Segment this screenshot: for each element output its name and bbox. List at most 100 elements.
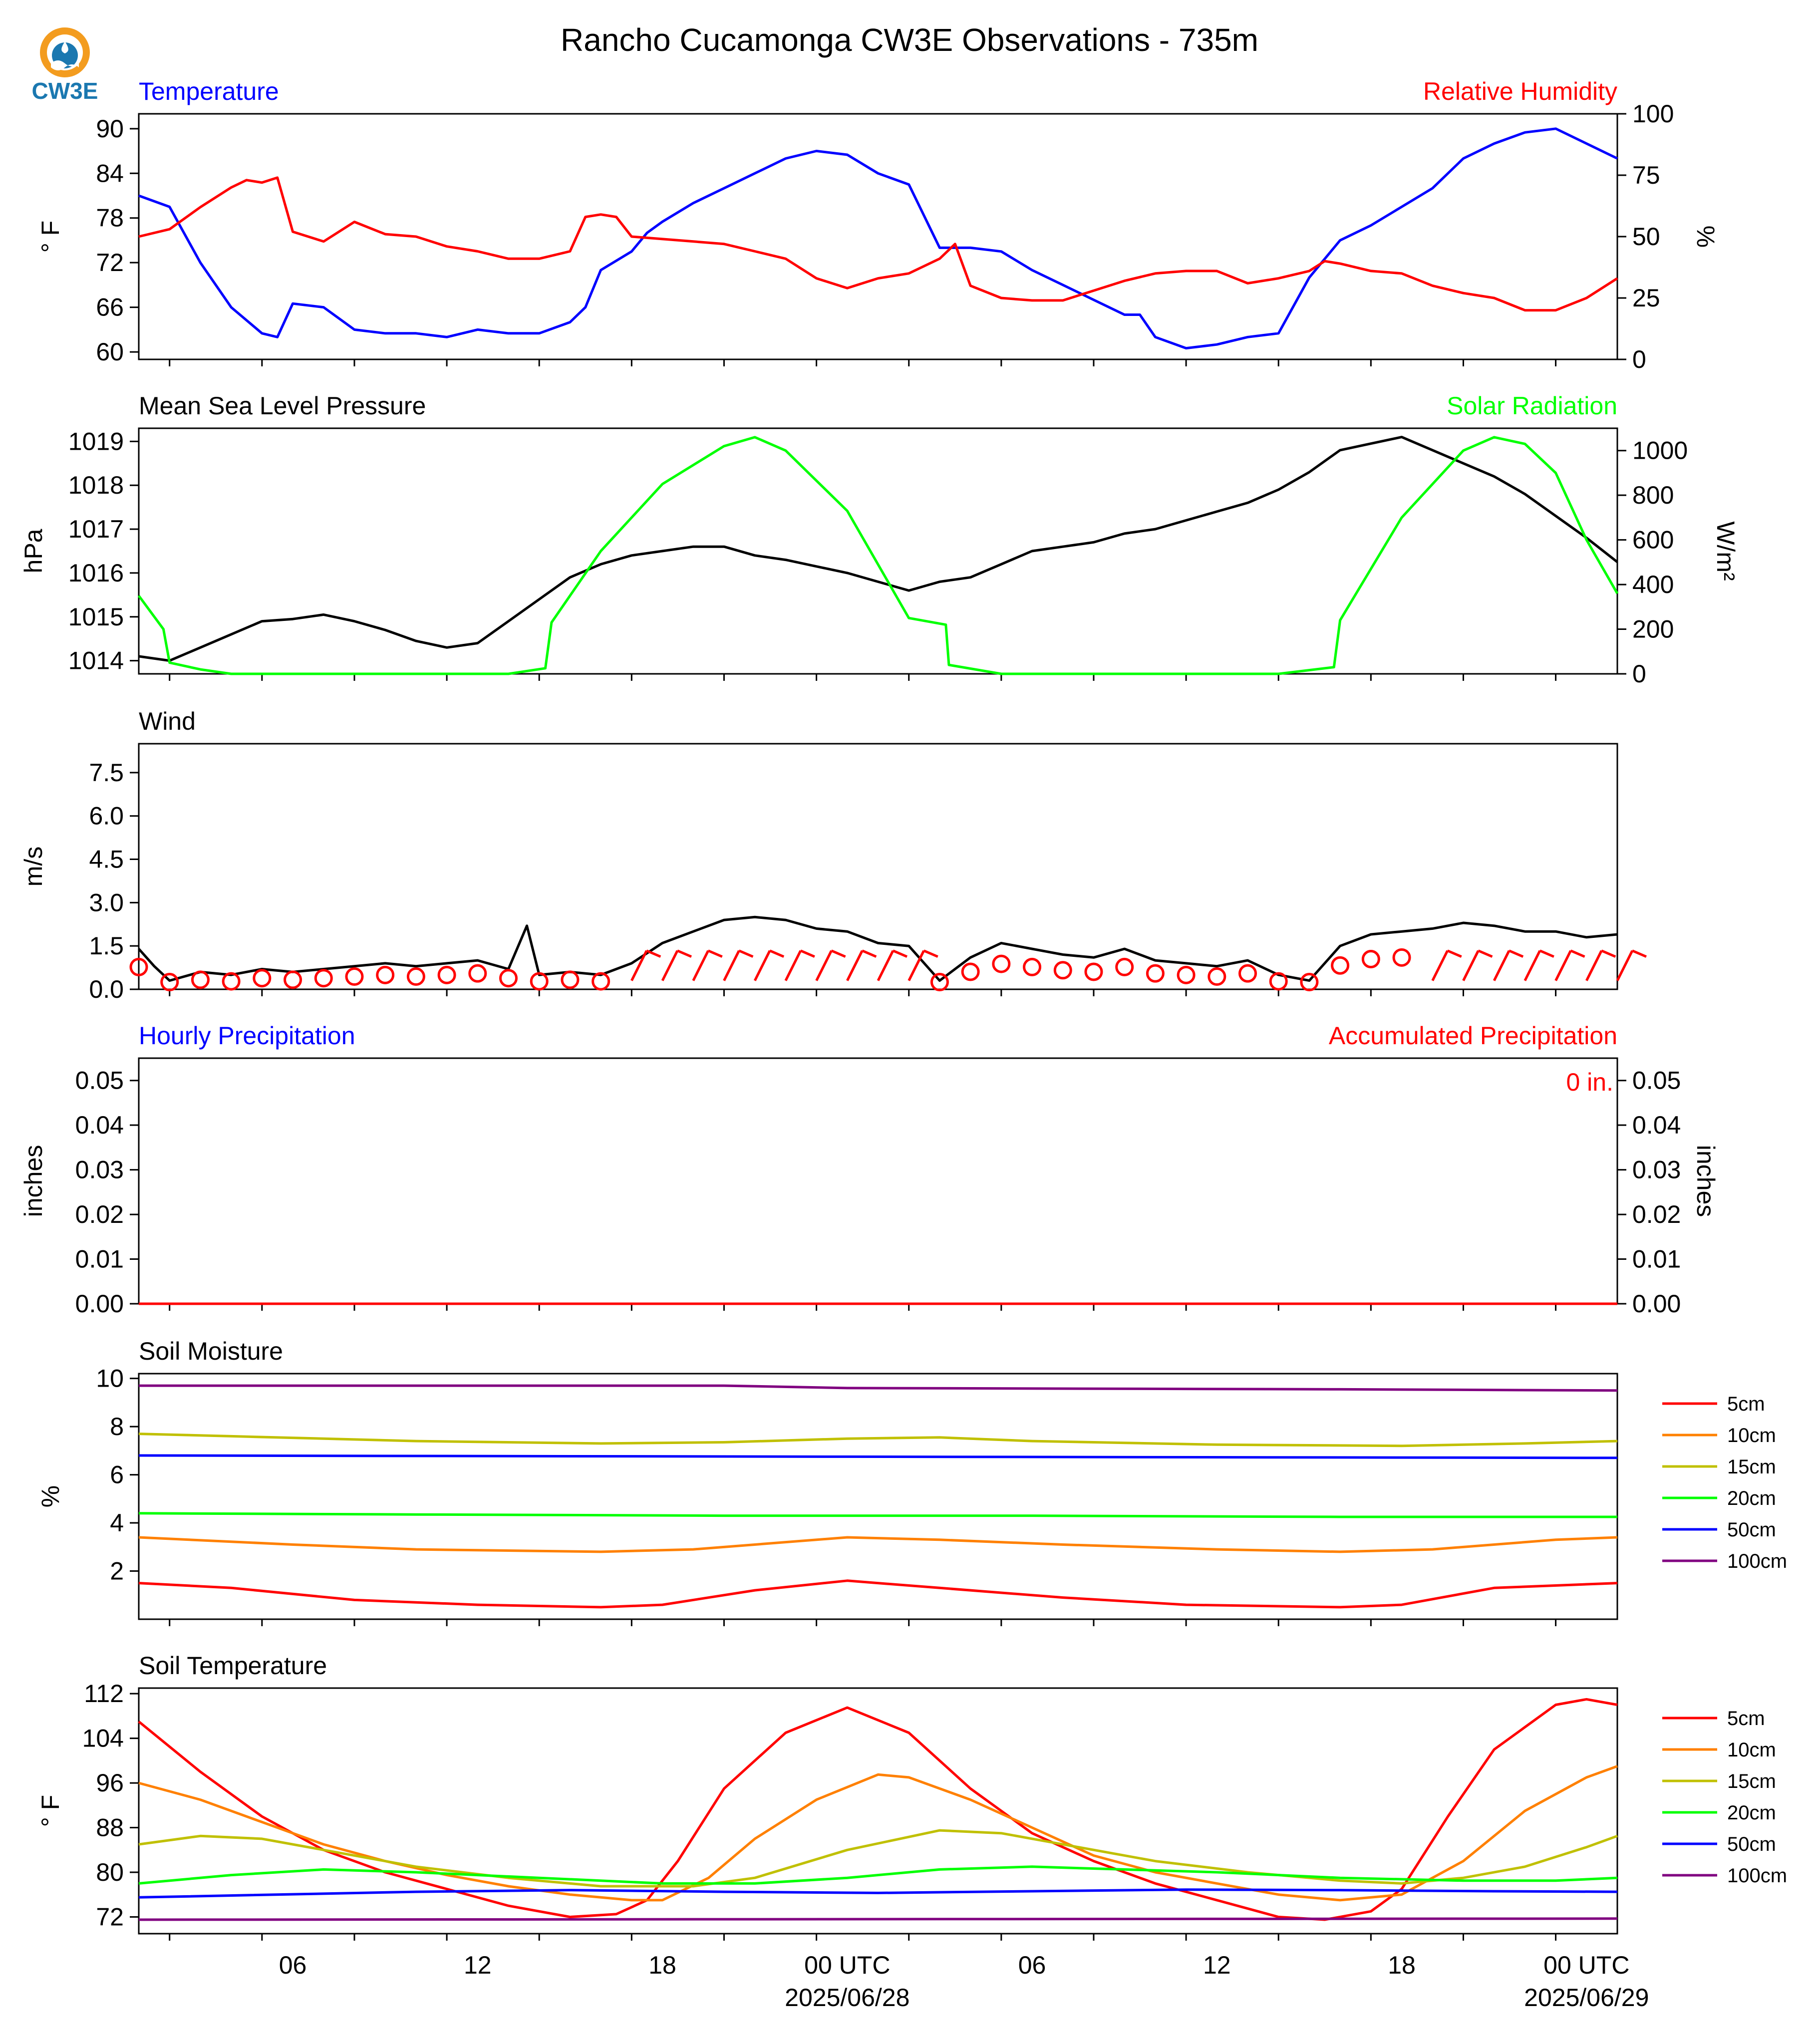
legend-label: 100cm [1727, 1550, 1787, 1572]
calm-wind-marker [1361, 950, 1380, 969]
panel-title-left: Temperature [139, 77, 279, 105]
panel-title-right: Relative Humidity [1423, 77, 1617, 105]
calm-wind-marker [191, 970, 210, 989]
calm-wind-marker [561, 970, 580, 989]
y-tick-label-left: 0.00 [75, 1290, 124, 1318]
x-tick-label: 18 [1388, 1951, 1416, 1979]
calm-wind-marker [930, 973, 949, 992]
y-tick-label-right: 0 [1632, 345, 1646, 373]
calm-wind-marker [437, 965, 456, 984]
y-tick-label-right: 0.03 [1632, 1156, 1681, 1184]
panel-title-left: Mean Sea Level Pressure [139, 392, 426, 420]
accumulated-total: 0 in. [1566, 1068, 1613, 1096]
y-tick-label-left: 7.5 [89, 759, 124, 787]
y-tick-label-left: 0.03 [75, 1156, 124, 1184]
y-tick-label-right: 75 [1632, 161, 1660, 189]
wind-barb [908, 949, 938, 981]
plot-frame [138, 113, 1618, 360]
x-date-label: 2025/06/29 [1524, 1984, 1649, 2012]
y-tick-label-left: 72 [96, 249, 124, 277]
legend-label: 15cm [1727, 1456, 1776, 1478]
y-tick-label-left: 1017 [68, 515, 124, 543]
legend-label: 10cm [1727, 1739, 1776, 1761]
calm-wind-marker [160, 973, 179, 992]
wind-barb [1616, 949, 1647, 981]
y-axis-label-right: W/m² [1712, 521, 1740, 580]
y-tick-label-left: 0.01 [75, 1245, 124, 1273]
x-tick-label: 12 [1203, 1951, 1231, 1979]
y-tick-label-right: 800 [1632, 481, 1674, 509]
y-tick-label-left: 8 [110, 1413, 124, 1441]
series-line [138, 127, 1618, 350]
y-tick-label-left: 112 [84, 1680, 124, 1708]
calm-wind-marker [222, 972, 241, 991]
calm-wind-marker [253, 969, 272, 988]
x-tick-label: 00 UTC [1543, 1951, 1629, 1979]
panel-title-left: Soil Moisture [139, 1337, 283, 1365]
legend-label: 20cm [1727, 1487, 1776, 1509]
y-tick-label-left: 104 [82, 1725, 124, 1752]
y-tick-label-right: 0.02 [1632, 1200, 1681, 1228]
calm-wind-marker [1238, 964, 1257, 983]
series-line-20cm [138, 1512, 1617, 1518]
y-tick-label-left: 3.0 [89, 888, 124, 916]
y-tick-label-right: 50 [1632, 223, 1660, 251]
y-tick-label-right: 1000 [1632, 437, 1688, 465]
legend-label: 20cm [1727, 1802, 1776, 1824]
y-tick-label-left: 4 [110, 1509, 124, 1537]
x-tick-label: 18 [648, 1951, 676, 1979]
panel-soil-temperature: Soil Temperature 72 80 88 96 104 112 ° F 5cm 10cm… [36, 1652, 1787, 1941]
y-tick-label-left: 2 [110, 1557, 124, 1585]
plot-frame [138, 1373, 1618, 1620]
calm-wind-marker [1053, 961, 1072, 980]
wind-barb [846, 949, 877, 981]
y-tick-label-left: 72 [96, 1903, 124, 1931]
y-tick-label-right: 0.00 [1632, 1290, 1681, 1318]
legend-label: 50cm [1727, 1519, 1776, 1541]
calm-wind-marker [129, 957, 148, 976]
calm-wind-marker [1269, 972, 1288, 991]
plot-frame [138, 427, 1618, 675]
calm-wind-marker [284, 970, 303, 989]
wind-barb [1493, 949, 1524, 981]
y-axis-label-left: ° F [36, 221, 64, 253]
calm-wind-marker [992, 954, 1011, 973]
calm-wind-marker [314, 969, 333, 988]
calm-wind-marker [1115, 957, 1134, 976]
plot-frame [138, 1687, 1618, 1935]
y-axis-label-left: % [36, 1485, 64, 1507]
y-tick-label-right: 600 [1632, 526, 1674, 554]
y-tick-label-left: 1016 [68, 559, 124, 587]
series-line [138, 915, 1618, 982]
series-line-15cm [138, 1433, 1618, 1448]
y-tick-label-right: 0.05 [1632, 1067, 1681, 1095]
plot-frame [138, 1057, 1618, 1305]
panel-title-left: Wind [139, 707, 196, 735]
y-tick-label-left: 66 [96, 293, 124, 321]
wind-barb [1431, 949, 1462, 981]
wind-barb [1462, 949, 1493, 981]
calm-wind-marker [406, 967, 425, 986]
y-tick-label-left: 78 [96, 204, 124, 232]
legend-label: 5cm [1727, 1393, 1765, 1415]
wind-barb [753, 949, 785, 981]
y-tick-label-right: 0.01 [1632, 1245, 1681, 1273]
y-tick-label-left: 1014 [68, 647, 124, 675]
y-tick-label-left: 88 [96, 1814, 124, 1842]
y-tick-label-right: 200 [1632, 615, 1674, 643]
y-tick-label-left: 4.5 [89, 846, 124, 873]
calm-wind-marker [1392, 948, 1411, 967]
y-tick-label-right: 400 [1632, 571, 1674, 598]
series-line-10cm [138, 1536, 1618, 1553]
legend-label: 10cm [1727, 1425, 1776, 1447]
calm-wind-marker [345, 967, 364, 986]
y-tick-label-left: 10 [96, 1365, 124, 1393]
wind-barb [784, 949, 815, 981]
calm-wind-marker [1208, 967, 1226, 986]
cw3e-logo-icon [40, 27, 90, 77]
calm-wind-marker [1084, 962, 1103, 981]
calm-wind-marker [376, 965, 395, 984]
series-line-20cm [138, 1865, 1618, 1885]
plot-frame [138, 743, 1618, 990]
